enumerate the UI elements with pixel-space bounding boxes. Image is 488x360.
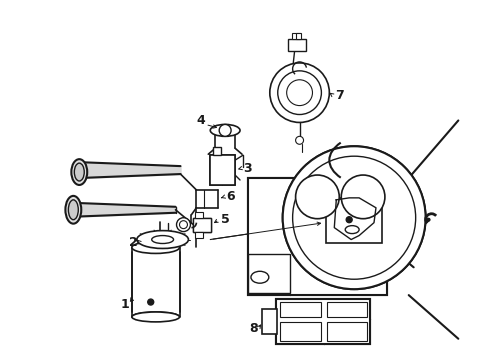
Text: 6: 6 xyxy=(225,190,234,203)
Bar xyxy=(291,33,299,39)
Text: 1: 1 xyxy=(121,297,129,311)
Ellipse shape xyxy=(137,231,188,248)
Circle shape xyxy=(277,71,321,114)
Ellipse shape xyxy=(132,312,179,322)
Text: 7: 7 xyxy=(334,89,343,102)
Bar xyxy=(210,155,235,185)
Bar xyxy=(325,198,381,243)
Bar xyxy=(247,178,386,295)
Circle shape xyxy=(179,221,187,229)
Bar xyxy=(247,178,386,295)
Text: 5: 5 xyxy=(220,213,229,226)
Bar xyxy=(326,302,366,317)
Circle shape xyxy=(292,156,415,279)
Text: 4: 4 xyxy=(196,114,204,127)
Bar xyxy=(326,322,366,341)
Ellipse shape xyxy=(74,163,84,181)
Text: 2: 2 xyxy=(129,236,138,249)
Bar xyxy=(193,218,211,231)
Circle shape xyxy=(219,125,231,136)
Ellipse shape xyxy=(68,200,78,220)
Ellipse shape xyxy=(132,242,179,253)
Bar xyxy=(193,218,211,231)
Bar xyxy=(210,155,235,185)
Circle shape xyxy=(147,299,153,305)
Bar xyxy=(279,322,321,341)
Circle shape xyxy=(269,63,328,122)
Ellipse shape xyxy=(151,235,173,243)
Bar xyxy=(275,299,369,344)
Ellipse shape xyxy=(345,226,358,234)
Circle shape xyxy=(341,175,384,219)
Bar xyxy=(275,299,369,344)
Circle shape xyxy=(286,80,312,105)
Ellipse shape xyxy=(210,125,240,136)
Bar xyxy=(195,212,203,218)
Circle shape xyxy=(282,146,425,289)
Ellipse shape xyxy=(250,271,268,283)
Circle shape xyxy=(176,218,190,231)
Bar xyxy=(195,231,203,238)
Circle shape xyxy=(295,175,339,219)
Bar xyxy=(262,309,276,334)
Bar xyxy=(247,255,289,293)
Circle shape xyxy=(346,217,351,223)
Text: 8: 8 xyxy=(249,322,258,336)
Ellipse shape xyxy=(71,159,87,185)
Bar xyxy=(287,39,305,51)
Circle shape xyxy=(282,146,425,289)
Bar xyxy=(213,147,221,155)
Text: 3: 3 xyxy=(243,162,252,175)
Bar xyxy=(279,302,321,317)
Ellipse shape xyxy=(65,196,81,224)
Bar xyxy=(295,33,300,39)
Circle shape xyxy=(295,136,303,144)
